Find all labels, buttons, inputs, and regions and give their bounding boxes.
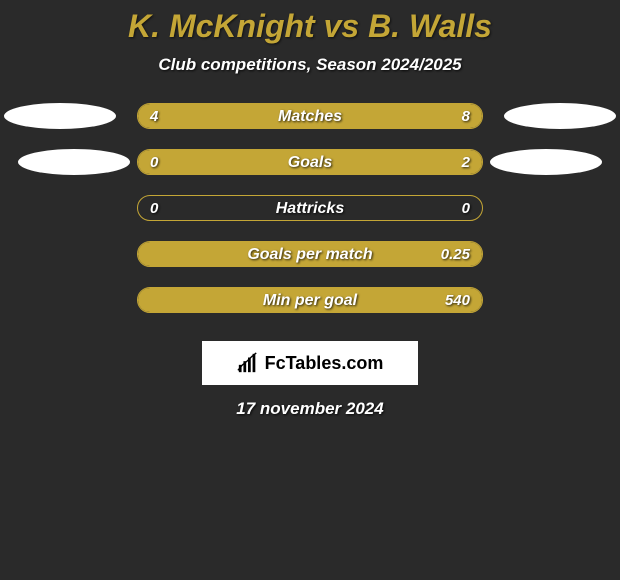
stat-row: 540Min per goal (0, 287, 620, 333)
stat-bar: 540Min per goal (137, 287, 483, 313)
player-left-ellipse (18, 149, 130, 175)
stat-label: Goals (138, 150, 482, 175)
subtitle: Club competitions, Season 2024/2025 (0, 55, 620, 75)
stat-bar: 00Hattricks (137, 195, 483, 221)
stat-label: Min per goal (138, 288, 482, 313)
stat-label: Goals per match (138, 242, 482, 267)
player-left-ellipse (4, 103, 116, 129)
stat-bar: 02Goals (137, 149, 483, 175)
branding-box: FcTables.com (202, 341, 418, 385)
stat-label: Hattricks (138, 196, 482, 221)
branding-text: FcTables.com (265, 353, 384, 374)
player-right-ellipse (504, 103, 616, 129)
date-text: 17 november 2024 (0, 399, 620, 419)
stat-rows: 48Matches 02Goals 00Hattricks 0.25Goals per… (0, 103, 620, 333)
stat-bar: 0.25Goals per match (137, 241, 483, 267)
stat-row: 0.25Goals per match (0, 241, 620, 287)
stat-row: 02Goals (0, 149, 620, 195)
page-title: K. McKnight vs B. Walls (0, 8, 620, 45)
player-right-ellipse (490, 149, 602, 175)
stat-row: 48Matches (0, 103, 620, 149)
chart-bars-icon (237, 352, 259, 374)
stat-bar: 48Matches (137, 103, 483, 129)
comparison-infographic: K. McKnight vs B. Walls Club competition… (0, 0, 620, 419)
stat-row: 00Hattricks (0, 195, 620, 241)
stat-label: Matches (138, 104, 482, 129)
